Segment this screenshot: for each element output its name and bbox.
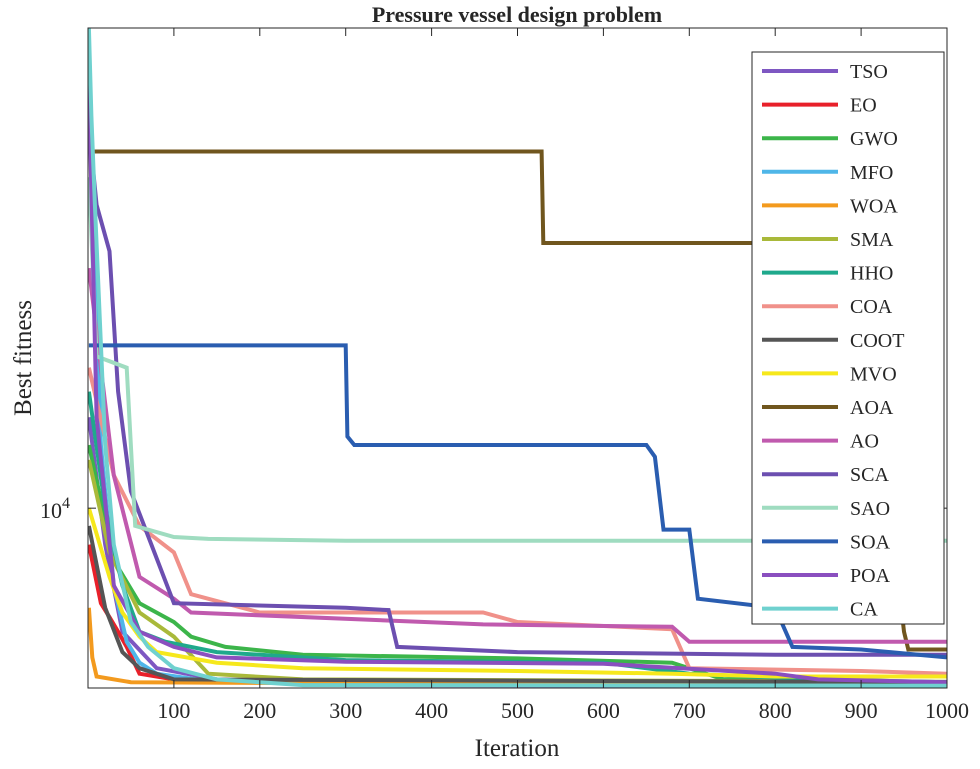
legend-label-soa: SOA	[850, 531, 891, 553]
x-axis-label: Iteration	[475, 735, 560, 762]
legend-label-mvo: MVO	[850, 363, 897, 385]
x-tick-label: 900	[845, 698, 878, 723]
y-tick-label: 104	[40, 495, 70, 523]
legend-label-poa: POA	[850, 565, 891, 587]
legend-label-coa: COA	[850, 296, 893, 318]
y-axis-label: Best fitness	[10, 300, 37, 416]
legend-label-hho: HHO	[850, 263, 893, 285]
series-line-sca	[88, 127, 947, 657]
x-tick-label: 800	[759, 698, 792, 723]
legend-label-mfo: MFO	[850, 162, 893, 184]
chart-title: Pressure vessel design problem	[372, 2, 662, 27]
legend-label-ao: AO	[850, 431, 879, 453]
x-tick-label: 500	[501, 698, 534, 723]
x-tick-label: 100	[157, 698, 190, 723]
legend-label-sao: SAO	[850, 498, 890, 520]
series-line-poa	[88, 84, 947, 685]
x-tick-label: 600	[587, 698, 620, 723]
series-line-soa	[88, 343, 947, 660]
series-line-mvo	[88, 507, 947, 679]
series-line-ao	[88, 267, 947, 644]
legend-label-sma: SMA	[850, 229, 894, 251]
legend-label-eo: EO	[850, 95, 877, 117]
legend-label-coot: COOT	[850, 330, 904, 352]
x-tick-label: 400	[415, 698, 448, 723]
x-tick-label: 300	[329, 698, 362, 723]
legend-label-sca: SCA	[850, 464, 889, 486]
x-tick-label: 1000	[925, 698, 969, 723]
series-line-coot	[88, 525, 947, 685]
legend-label-tso: TSO	[850, 61, 888, 83]
axes-layer: 100 200 300 400 500 600 700 800 900 1000 104	[40, 27, 969, 723]
x-tick-label: 700	[673, 698, 706, 723]
legend-label-woa: WOA	[850, 195, 898, 217]
legend-label-ca: CA	[850, 599, 878, 621]
series-line-ca	[88, 28, 947, 688]
legend: TSO EO GWO MFO WOA SMA HHO COA COOT MVO AOA AO SCA SA…	[751, 51, 945, 625]
x-tick-label: 200	[243, 698, 276, 723]
legend-label-gwo: GWO	[850, 128, 898, 150]
legend-label-aoa: AOA	[850, 397, 894, 419]
